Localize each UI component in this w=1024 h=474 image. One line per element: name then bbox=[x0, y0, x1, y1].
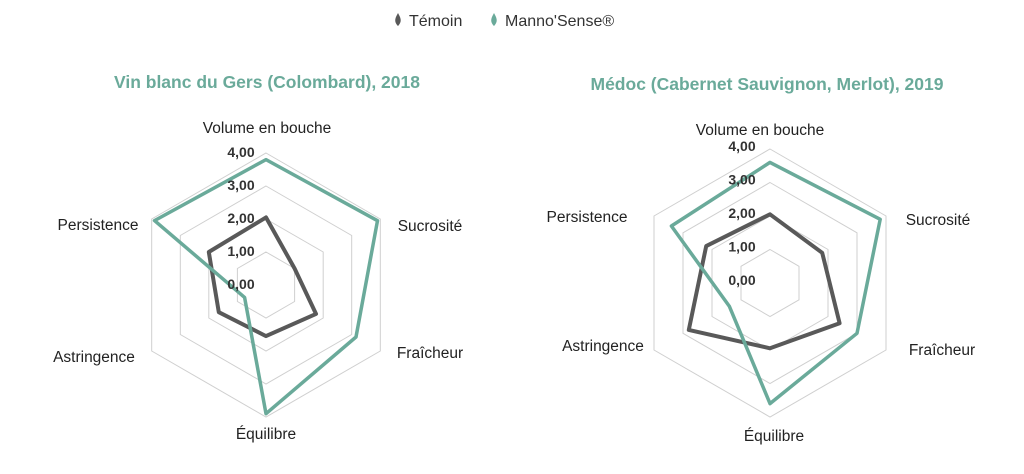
radar-series bbox=[669, 160, 882, 406]
tick-label: 1,00 bbox=[728, 239, 755, 255]
tick-label: 3,00 bbox=[227, 177, 254, 193]
series-line-temoin bbox=[686, 212, 842, 351]
tick-label: 2,00 bbox=[227, 210, 254, 226]
grid-ring bbox=[179, 185, 353, 385]
radar-chart-gers: Vin blanc du Gers (Colombard), 2018 0,00… bbox=[53, 72, 463, 443]
axis-label: Sucrosité bbox=[398, 218, 463, 235]
grid-ring bbox=[653, 148, 887, 418]
grid-ring bbox=[682, 181, 858, 385]
axis-label: Sucrosité bbox=[906, 212, 971, 229]
axis-label: Persistence bbox=[547, 209, 628, 226]
axis-label: Volume en bouche bbox=[203, 120, 331, 137]
legend-item-temoin: Témoin bbox=[395, 13, 462, 30]
tick-label: 4,00 bbox=[728, 138, 755, 154]
radar-grid bbox=[653, 148, 887, 418]
axis-label: Fraîcheur bbox=[909, 342, 975, 359]
tick-label: 2,00 bbox=[728, 205, 755, 221]
chart-title: Vin blanc du Gers (Colombard), 2018 bbox=[114, 72, 420, 92]
drop-icon bbox=[395, 13, 401, 26]
tick-label: 0,00 bbox=[728, 272, 755, 288]
legend-item-mannosense: Manno'Sense® bbox=[491, 13, 614, 30]
legend-label: Manno'Sense® bbox=[505, 13, 614, 30]
radar-series bbox=[152, 157, 380, 416]
axis-label: Persistence bbox=[58, 217, 139, 234]
series-line-mannosense bbox=[669, 160, 882, 406]
radar-ticks: 0,00 1,00 2,00 3,00 4,00 bbox=[227, 144, 254, 292]
radar-axis-labels: Volume en bouche Sucrosité Fraîcheur Équili… bbox=[53, 120, 463, 443]
series-line-temoin bbox=[206, 215, 318, 339]
tick-label: 0,00 bbox=[227, 276, 254, 292]
grid-ring bbox=[740, 248, 800, 318]
legend-label: Témoin bbox=[409, 13, 462, 30]
tick-label: 4,00 bbox=[227, 144, 254, 160]
series-line-mannosense bbox=[152, 157, 380, 416]
drop-icon bbox=[491, 13, 497, 26]
radar-axis-labels: Volume en bouche Sucrosité Fraîcheur Équili… bbox=[547, 122, 976, 445]
axis-label: Équilibre bbox=[236, 426, 296, 443]
axis-label: Fraîcheur bbox=[397, 345, 463, 362]
radar-chart-medoc: Médoc (Cabernet Sauvignon, Merlot), 2019… bbox=[547, 74, 976, 445]
axis-label: Astringence bbox=[53, 349, 135, 366]
axis-label: Équilibre bbox=[744, 428, 804, 445]
legend: Témoin Manno'Sense® bbox=[395, 13, 614, 30]
tick-label: 3,00 bbox=[728, 172, 755, 188]
radar-ticks: 0,00 1,00 2,00 3,00 4,00 bbox=[728, 138, 755, 288]
tick-label: 1,00 bbox=[227, 243, 254, 259]
grid-ring bbox=[208, 218, 324, 352]
radar-grid bbox=[151, 152, 381, 418]
grid-ring bbox=[151, 152, 381, 418]
axis-label: Volume en bouche bbox=[696, 122, 824, 139]
axis-label: Astringence bbox=[562, 338, 644, 355]
chart-title: Médoc (Cabernet Sauvignon, Merlot), 2019 bbox=[591, 74, 944, 94]
